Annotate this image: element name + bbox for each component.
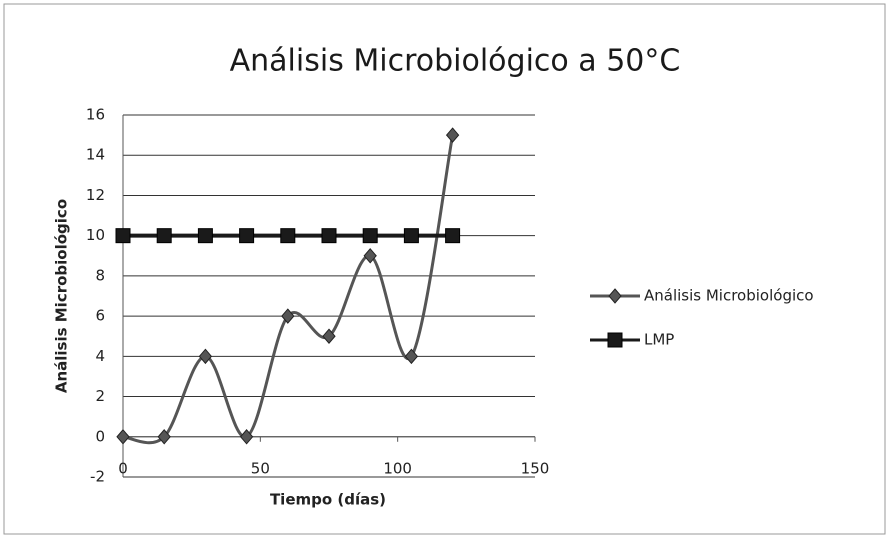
- point-marker: [156, 228, 172, 244]
- x-tick-label: 100: [383, 459, 412, 477]
- point-marker: [281, 308, 295, 324]
- y-tick-label: 6: [95, 307, 105, 325]
- y-tick-label: 16: [86, 106, 105, 124]
- point-marker: [322, 328, 336, 344]
- legend-marker: [608, 288, 622, 304]
- x-tick-label: 150: [521, 459, 550, 477]
- point-marker: [363, 248, 377, 264]
- point-marker: [403, 228, 419, 244]
- point-marker: [445, 228, 461, 244]
- point-marker: [239, 228, 255, 244]
- legend-label: LMP: [644, 331, 674, 349]
- x-tick-label: 50: [251, 459, 270, 477]
- point-marker: [157, 429, 171, 445]
- x-tick-label: 0: [118, 459, 128, 477]
- y-tick-label: 4: [95, 347, 105, 365]
- legend-label: Análisis Microbiológico: [644, 287, 814, 305]
- y-tick-label: 0: [95, 427, 105, 445]
- point-marker: [321, 228, 337, 244]
- point-marker: [198, 348, 213, 365]
- chart-title: Análisis Microbiológico a 50°C: [230, 44, 681, 79]
- y-axis-title: Análisis Microbiológico: [53, 199, 71, 393]
- point-marker: [197, 228, 213, 244]
- x-axis-title: Tiempo (días): [270, 491, 386, 509]
- y-tick-label: 12: [86, 186, 105, 204]
- point-marker: [445, 127, 460, 143]
- point-marker: [116, 429, 130, 445]
- y-tick-label: 8: [95, 266, 105, 284]
- legend-marker: [607, 332, 623, 348]
- y-tick-label: -2: [90, 468, 105, 486]
- point-marker: [239, 429, 254, 445]
- point-marker: [404, 348, 419, 365]
- y-tick-label: 14: [86, 146, 105, 164]
- point-marker: [362, 228, 378, 244]
- point-marker: [115, 228, 131, 244]
- chart-frame: [3, 3, 886, 535]
- y-tick-label: 10: [86, 226, 105, 244]
- point-marker: [280, 228, 296, 244]
- y-tick-label: 2: [95, 387, 105, 405]
